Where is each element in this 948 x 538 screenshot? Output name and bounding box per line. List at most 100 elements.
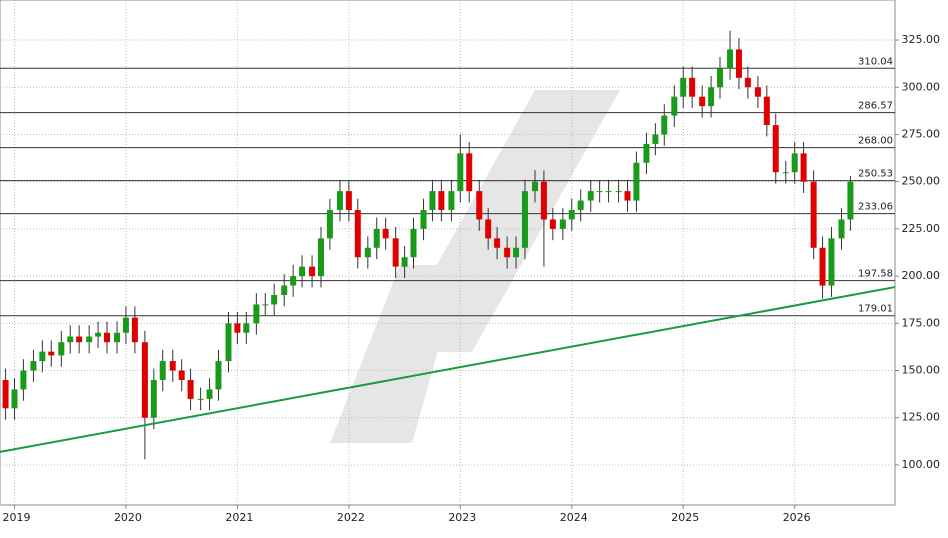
candle-body — [58, 342, 65, 356]
candle-body — [354, 210, 361, 258]
candle-body — [309, 266, 316, 277]
candle-body — [615, 191, 622, 193]
candle-body — [197, 398, 204, 400]
x-tick-label: 2020 — [114, 511, 142, 524]
candle-body — [549, 219, 556, 229]
x-tick-label: 2024 — [560, 511, 588, 524]
candle-body — [735, 49, 742, 78]
level-label: 286.57 — [858, 101, 893, 112]
y-tick-label: 250.00 — [902, 175, 941, 188]
candle-body — [689, 77, 696, 97]
candle-body — [206, 389, 213, 399]
candle-body — [159, 361, 166, 380]
candle-body — [438, 191, 445, 211]
candle-body — [800, 153, 807, 182]
candle-body — [39, 351, 46, 362]
candle-body — [373, 228, 380, 248]
trend-line — [0, 286, 896, 453]
candle-body — [317, 238, 324, 277]
candle-body — [494, 238, 501, 248]
candle-body — [810, 181, 817, 248]
candle-body — [633, 162, 640, 201]
candle-body — [392, 238, 399, 267]
candle-body — [131, 317, 138, 343]
y-tick-label: 325.00 — [902, 33, 941, 46]
candle-body — [540, 181, 547, 220]
candle-body — [141, 342, 148, 418]
x-tick-label: 2025 — [671, 511, 699, 524]
x-tick-label: 2022 — [337, 511, 365, 524]
candle-body — [699, 96, 706, 107]
level-label: 197.58 — [858, 269, 893, 280]
candle-body — [485, 219, 492, 239]
y-tick-label: 150.00 — [902, 364, 941, 377]
candle-body — [819, 247, 826, 286]
candle-body — [763, 96, 770, 126]
candle-body — [103, 332, 110, 343]
candle-body — [178, 370, 185, 380]
candle-body — [577, 200, 584, 211]
candle-body — [504, 247, 511, 258]
candle-body — [364, 247, 371, 258]
candle-body — [95, 332, 102, 337]
x-tick-label: 2021 — [225, 511, 253, 524]
candle-body — [652, 134, 659, 144]
candle-body — [596, 191, 603, 193]
candle-body — [476, 191, 483, 220]
candle-body — [587, 191, 594, 201]
candle-body — [290, 276, 297, 286]
candle-body — [262, 304, 269, 306]
candle-body — [457, 153, 464, 192]
candle-body — [429, 191, 436, 211]
candle-body — [20, 370, 27, 390]
candle-body — [605, 191, 612, 193]
candle-body — [643, 143, 650, 163]
candle-body — [754, 87, 761, 97]
level-label: 250.53 — [858, 169, 893, 180]
candle-body — [680, 77, 687, 97]
y-tick-label: 125.00 — [902, 411, 941, 424]
candle-body — [67, 336, 74, 343]
candle-body — [791, 153, 798, 173]
candle-body — [847, 181, 854, 220]
candle-body — [150, 379, 157, 418]
y-tick-label: 200.00 — [902, 269, 941, 282]
level-label: 310.04 — [858, 56, 893, 67]
candle-body — [187, 379, 194, 399]
candle-body — [215, 361, 222, 390]
candle-body — [513, 247, 520, 258]
candle-body — [253, 304, 260, 324]
candle-body — [345, 191, 352, 211]
y-tick-label: 225.00 — [902, 222, 941, 235]
candle-body — [299, 266, 306, 277]
candle-body — [782, 172, 789, 174]
y-tick-label: 300.00 — [902, 80, 941, 93]
candle-body — [336, 191, 343, 211]
candle-body — [2, 379, 9, 409]
candle-body — [420, 210, 427, 229]
candle-body — [717, 68, 724, 88]
candle-body — [466, 153, 473, 192]
candle-body — [169, 361, 176, 371]
candle-body — [772, 125, 779, 173]
candle-body — [76, 336, 83, 343]
candle-body — [30, 361, 37, 371]
watermark — [330, 90, 620, 443]
watermark-shape — [330, 265, 462, 443]
x-tick-label: 2019 — [2, 511, 30, 524]
candle-body — [568, 210, 575, 220]
candle-body — [521, 191, 528, 248]
candle-body — [671, 96, 678, 116]
x-tick-label: 2026 — [783, 511, 811, 524]
candle-body — [382, 228, 389, 239]
candle-body — [624, 191, 631, 201]
candle-body — [401, 257, 408, 267]
x-tick-label: 2023 — [448, 511, 476, 524]
candle-body — [531, 181, 538, 192]
candle-body — [838, 219, 845, 239]
level-label: 233.06 — [858, 202, 893, 213]
candle-body — [243, 323, 250, 333]
candle-body — [86, 336, 93, 343]
level-label: 268.00 — [858, 136, 893, 147]
